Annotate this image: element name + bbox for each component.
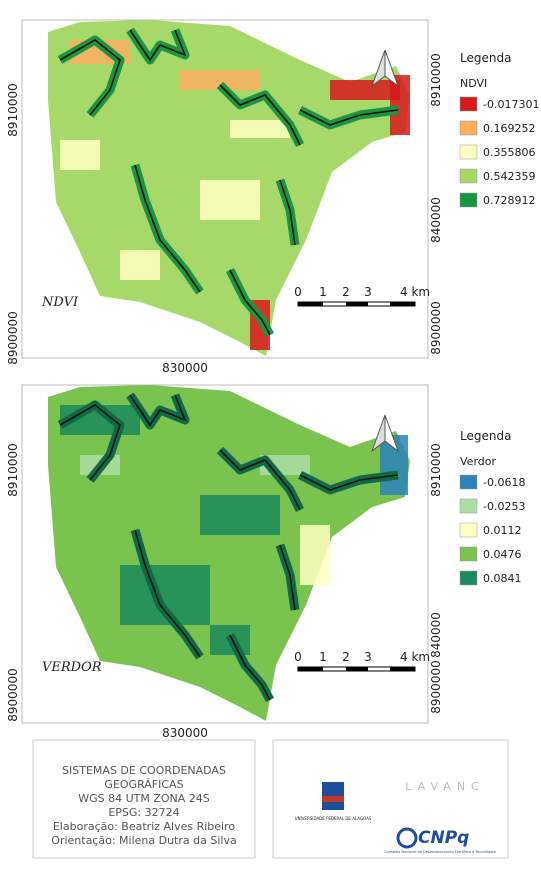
scale-bar-segment: [390, 667, 415, 671]
legend-swatch: [460, 499, 477, 513]
scale-label: 2: [342, 285, 350, 299]
scale-label: 4 km: [400, 285, 430, 299]
legend-label: 0.0841: [483, 572, 522, 585]
scale-bar-segment: [390, 302, 415, 306]
legend-label: 0.542359: [483, 170, 536, 183]
legend-swatch: [460, 571, 477, 585]
legend-label: 0.0112: [483, 524, 522, 537]
legend-swatch: [460, 97, 477, 111]
bottom-coordinate: 830000: [162, 361, 208, 375]
legend-label: -0.0618: [483, 476, 525, 489]
logos-box: [273, 740, 508, 858]
legend-subtitle: NDVI: [460, 77, 487, 90]
map-label: VERDOR: [42, 660, 102, 675]
legend-label: 0.728912: [483, 194, 536, 207]
legend-swatch: [460, 547, 477, 561]
land-cover-patch: [230, 120, 290, 138]
land-cover-patch: [390, 75, 410, 135]
right-coordinate: 840000: [429, 197, 443, 243]
legend-swatch: [460, 193, 477, 207]
right-coordinate: 8910000: [429, 53, 443, 106]
right-coordinate: 8910000: [429, 443, 443, 496]
legend-swatch: [460, 169, 477, 183]
legend-label: 0.355806: [483, 146, 536, 159]
left-coordinate: 8900000: [6, 668, 20, 721]
lavanc-text: LAVANC: [405, 780, 484, 793]
legend-swatch: [460, 475, 477, 489]
legend-title: Legenda: [460, 429, 511, 443]
scale-label: 4 km: [400, 650, 430, 664]
left-coordinate: 8910000: [6, 83, 20, 136]
legend-swatch: [460, 121, 477, 135]
credits-line: EPSG: 32724: [108, 806, 179, 819]
legend-title: Legenda: [460, 51, 511, 65]
credits-line: GEOGRÁFICAS: [104, 778, 183, 791]
scale-label: 2: [342, 650, 350, 664]
credits-line: WGS 84 UTM ZONA 24S: [78, 792, 210, 805]
scale-bar-segment: [346, 302, 368, 306]
credits-line: SISTEMAS DE COORDENADAS: [62, 764, 226, 777]
legend-label: -0.0253: [483, 500, 525, 513]
scale-label: 3: [364, 285, 372, 299]
credits-line: Orientação: Milena Dutra da Silva: [51, 834, 236, 847]
land-cover-patch: [200, 495, 280, 535]
land-cover-patch: [330, 80, 400, 100]
scale-label: 1: [319, 650, 327, 664]
cnpq-subtext: Conselho Nacional de Desenvolvimento Cie…: [384, 850, 496, 854]
legend-label: -0.017301: [483, 98, 539, 111]
scale-bar-segment: [298, 667, 323, 671]
credits-line: Elaboração: Beatriz Alves Ribeiro: [53, 820, 236, 833]
cnpq-text: CNPq: [418, 828, 469, 848]
scale-label: 3: [364, 650, 372, 664]
scale-bar-segment: [298, 302, 323, 306]
left-coordinate: 8900000: [6, 311, 20, 364]
right-coordinate: 8900000: [429, 301, 443, 354]
left-coordinate: 8910000: [6, 443, 20, 496]
legend-subtitle: Verdor: [460, 455, 496, 468]
page: UNIVERSIDADE FEDERAL DE ALAGOAS LAVANC C…: [0, 0, 541, 867]
ufal-text: UNIVERSIDADE FEDERAL DE ALAGOAS: [295, 816, 372, 821]
legend-label: 0.169252: [483, 122, 536, 135]
scale-label: 0: [294, 650, 302, 664]
legend-swatch: [460, 523, 477, 537]
legend-label: 0.0476: [483, 548, 522, 561]
land-cover-patch: [60, 140, 100, 170]
land-cover-patch: [200, 180, 260, 220]
scale-label: 1: [319, 285, 327, 299]
right-coordinate: 840000: [429, 612, 443, 658]
map-label: NDVI: [41, 295, 79, 310]
ufal-stripe: [322, 796, 344, 802]
bottom-coordinate: 830000: [162, 726, 208, 740]
scale-bar-segment: [346, 667, 368, 671]
land-cover-patch: [300, 525, 330, 585]
right-coordinate: 8900000: [429, 660, 443, 713]
legend-swatch: [460, 145, 477, 159]
scale-label: 0: [294, 285, 302, 299]
land-cover-patch: [120, 250, 160, 280]
